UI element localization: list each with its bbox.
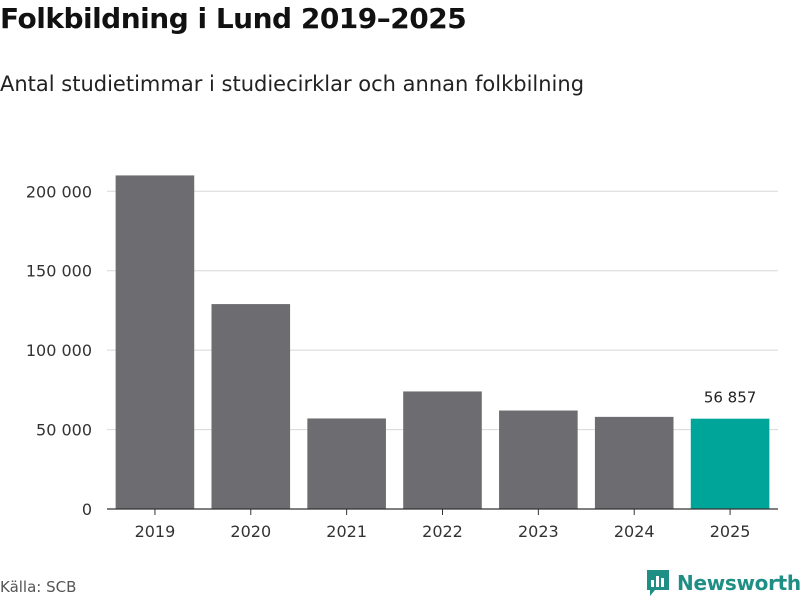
bar-2019	[115, 175, 195, 509]
y-tick-label: 100 000	[26, 341, 92, 360]
x-tick-label: 2019	[135, 522, 176, 541]
brand-name: Newsworthy	[677, 571, 800, 595]
newsworthy-logo-icon	[647, 570, 669, 596]
y-tick-label: 0	[82, 500, 92, 519]
brand-logo: Newsworthy	[645, 568, 800, 598]
bar-2020	[211, 304, 291, 509]
x-tick-label: 2020	[230, 522, 271, 541]
bar-2023	[499, 410, 578, 509]
y-tick-label: 200 000	[26, 182, 92, 201]
x-tick-label: 2021	[326, 522, 367, 541]
data-label: 56 857	[704, 389, 757, 407]
y-tick-label: 50 000	[36, 421, 92, 440]
bar-2022	[403, 391, 482, 509]
x-tick-label: 2023	[518, 522, 559, 541]
chart-subtitle: Antal studietimmar i studiecirklar och a…	[0, 72, 585, 96]
x-tick-label: 2024	[614, 522, 655, 541]
source-note: Källa: SCB	[0, 578, 77, 596]
x-tick-label: 2025	[710, 522, 751, 541]
y-tick-label: 150 000	[26, 262, 92, 281]
bar-2024	[594, 416, 674, 509]
chart-title: Folkbildning i Lund 2019–2025	[0, 2, 467, 35]
x-tick-label: 2022	[422, 522, 463, 541]
bar-2021	[307, 418, 386, 509]
bar-2025	[690, 418, 770, 509]
